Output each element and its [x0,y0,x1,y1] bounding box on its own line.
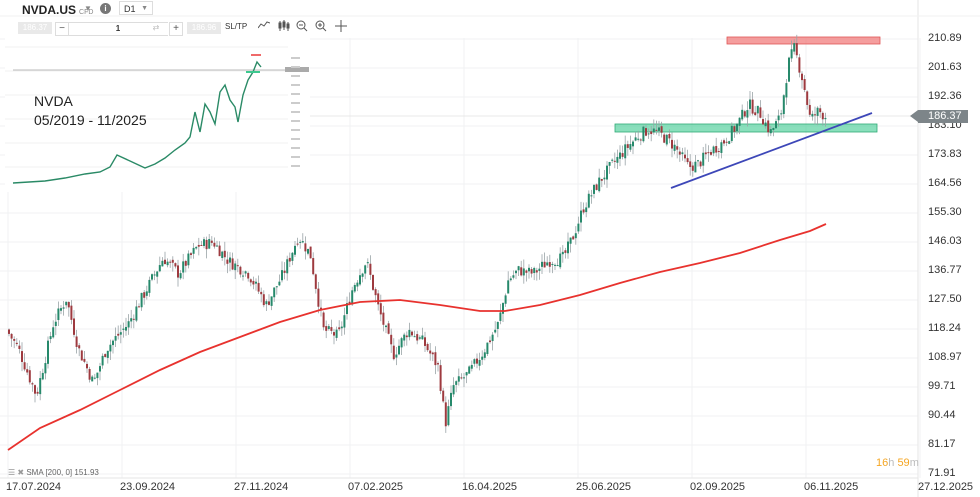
zoom-in-icon[interactable] [315,20,327,35]
indicator-settings-icon[interactable]: ☰ [8,468,16,477]
timeframe-value: D1 [124,4,136,14]
price-axis-label: 99.71 [928,379,956,392]
time-axis-label: 07.02.2025 [348,481,404,493]
symbol-dropdown-icon[interactable]: ▼ [84,4,92,13]
timer-hours: 16 [876,457,889,469]
crosshair-move-icon[interactable] [335,20,348,36]
price-axis-label: 155.30 [928,205,962,218]
line-chart-icon[interactable] [257,20,271,33]
time-axis-label: 06.11.2025 [804,481,859,493]
price-axis-label: 136.77 [928,263,962,276]
inset-title: NVDA 05/2019 - 11/2025 [34,92,147,130]
quantity-decrease-button[interactable]: − [55,22,69,36]
buy-price-button[interactable]: 186.96 [187,22,221,34]
swap-icon[interactable]: ⇄ [152,23,160,32]
sltp-button[interactable]: SL/TP [225,22,248,31]
price-axis-label: 118.24 [928,321,961,334]
time-axis-label: 16.04.2025 [462,481,518,493]
symbol-selector[interactable]: NVDA.US CFD [22,3,93,17]
instrument-type: CFD [79,9,94,16]
time-axis-label: 27.12.2025 [918,481,974,493]
inset-price-history [5,46,309,184]
time-axis-label: 02.09.2025 [690,481,746,493]
price-axis-label: 164.56 [928,177,962,189]
sell-price-button[interactable]: 186.37 [18,22,52,34]
info-icon[interactable]: i [100,3,111,14]
time-axis-label: 23.09.2024 [120,481,176,493]
symbol-label: NVDA.US [22,3,77,17]
quantity-input[interactable]: 1 [68,22,168,36]
trading-toolbar: NVDA.US CFD ▼ i D1 ▼ 186.37 − 1 ⇄ + 186.96… [0,0,360,38]
price-axis-label: 108.97 [928,351,962,363]
timeframe-select[interactable]: D1 ▼ [119,1,153,15]
price-axis-label: 71.91 [928,467,956,479]
time-axis-label: 25.06.2025 [576,481,632,493]
timer-h-unit: h [888,457,895,469]
price-axis-label: 127.50 [928,293,962,305]
price-axis-label: 81.17 [928,438,956,451]
indicator-remove-icon[interactable]: ✖ [17,468,25,477]
chevron-down-icon: ▼ [141,5,148,12]
price-axis-label: 201.63 [928,60,962,73]
sma-legend-label: SMA [200, 0] 151.93 [26,468,99,477]
inset-title-range: 05/2019 - 11/2025 [34,112,147,128]
candle-countdown-timer: 16h 59m [876,457,919,469]
timer-minutes: 59 [897,457,910,469]
price-axis-label: 146.03 [928,235,962,247]
inset-title-ticker: NVDA [34,93,73,109]
price-axis-label: 192.36 [928,89,962,102]
zoom-out-icon[interactable] [296,20,308,35]
price-axis-label: 210.89 [928,32,962,44]
quantity-increase-button[interactable]: + [169,22,183,36]
time-axis-label: 17.07.2024 [6,481,62,493]
time-axis-label: 27.11.2024 [234,481,289,493]
sma-legend: ☰ ✖ SMA [200, 0] 151.93 [8,468,99,477]
timer-m-unit: m [909,457,919,469]
price-axis-label: 90.44 [928,409,956,421]
current-price-tag: 186.37 [910,110,968,123]
long-term-inset-chart [5,37,310,192]
candlestick-icon[interactable] [278,20,290,35]
price-axis-label: 173.83 [928,147,962,160]
